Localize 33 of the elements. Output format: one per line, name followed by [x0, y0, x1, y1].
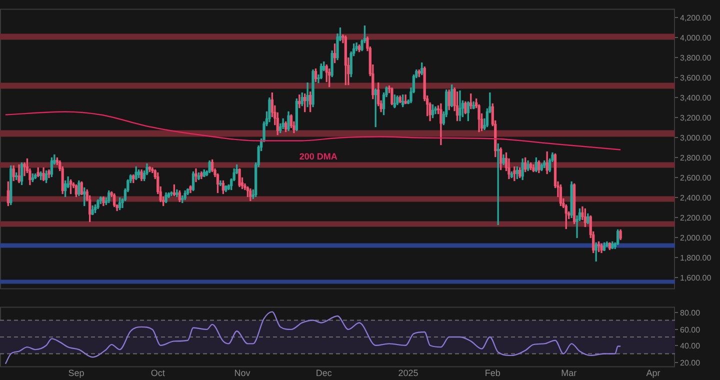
x-tick-label: Sep: [68, 368, 84, 378]
y-tick-label: 3,600.00: [680, 74, 712, 82]
y-tick-label: 1,800.00: [680, 254, 712, 262]
candlestick: [306, 82, 309, 108]
candlestick: [194, 168, 198, 182]
y-tick-label: 2,400.00: [680, 194, 712, 202]
x-tick-label: Nov: [234, 368, 251, 378]
candlestick: [458, 90, 462, 122]
y-tick-label: 2,800.00: [680, 154, 712, 162]
line-series: [4, 111, 622, 150]
y-tick-label: 3,800.00: [680, 54, 712, 62]
y-tick-label: 80.00: [680, 308, 701, 318]
y-tick-label: 2,000.00: [680, 234, 712, 242]
line-series: [4, 311, 622, 364]
x-tick-label: Mar: [561, 368, 577, 378]
candlestick: [23, 162, 26, 176]
y-tick-label: 3,200.00: [680, 114, 712, 122]
y-tick-label: 2,200.00: [680, 214, 712, 222]
x-tick-label: Apr: [646, 368, 660, 378]
y-tick-label: 2,600.00: [680, 174, 712, 182]
y-tick-label: 4,000.00: [680, 34, 712, 42]
x-tick-label: Dec: [316, 368, 332, 378]
y-tick-label: 20.00: [680, 358, 701, 368]
series-label: 200 DMA: [299, 152, 338, 162]
x-tick-label: 2025: [398, 368, 418, 378]
y-tick-label: 3,000.00: [680, 134, 712, 142]
y-tick-label: 3,400.00: [680, 94, 712, 102]
y-tick-label: 4,200.00: [680, 14, 712, 22]
x-tick-label: Oct: [150, 368, 166, 378]
y-tick-label: 40.00: [680, 342, 701, 350]
x-tick-label: Feb: [484, 368, 500, 378]
y-tick-label: 1,600.00: [680, 274, 712, 282]
y-tick-label: 60.00: [680, 326, 701, 334]
